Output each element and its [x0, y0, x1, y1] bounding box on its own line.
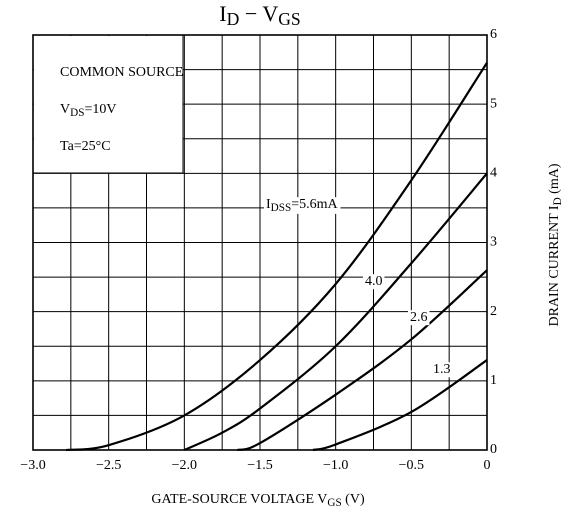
curve-label-part: 2.6 — [410, 310, 428, 325]
condition-text-part: DS — [70, 107, 84, 119]
curve-label-part: DSS — [271, 202, 292, 214]
y-tick-label: 2 — [490, 304, 497, 319]
condition-text: Ta=25°C — [60, 139, 111, 154]
condition-text-part: =10V — [84, 102, 116, 117]
y-axis-label: DRAIN CURRENT ID (mA) — [547, 163, 564, 326]
curve-label-bg — [408, 310, 430, 326]
condition-text: COMMON SOURCE — [60, 65, 183, 80]
x-axis-label-part: GS — [327, 497, 341, 509]
condition-text-part: V — [60, 102, 70, 117]
condition-text: VDS=10V — [60, 102, 116, 119]
y-tick-label: 1 — [490, 373, 497, 388]
curve-label-bg — [264, 197, 341, 214]
y-axis-label-part: DRAIN CURRENT I — [547, 205, 562, 326]
curve-label-bg — [363, 274, 385, 290]
x-tick-label: −0.5 — [399, 458, 424, 473]
x-axis-label-part: GATE-SOURCE VOLTAGE V — [151, 492, 327, 507]
curve-label-part: 4.0 — [365, 274, 383, 289]
x-tick-label: −1.0 — [323, 458, 348, 473]
chart-title-part: I — [219, 1, 226, 26]
curve — [236, 269, 488, 452]
x-tick-label: −3.0 — [20, 458, 45, 473]
chart-title-part: D — [227, 9, 240, 29]
y-axis-label-part: D — [552, 197, 564, 205]
curve-label: 2.6 — [410, 310, 428, 325]
y-axis-label-part: (mA) — [547, 163, 562, 197]
curve-label-bg — [431, 362, 453, 378]
y-tick-label: 4 — [490, 166, 497, 181]
curve — [66, 62, 488, 452]
curve-label: 1.3 — [433, 362, 451, 377]
x-tick-label: 0 — [484, 458, 491, 473]
x-tick-label: −1.5 — [247, 458, 272, 473]
x-tick-label: −2.0 — [172, 458, 197, 473]
x-axis-label-part: (V) — [342, 492, 365, 507]
x-tick-label: −2.5 — [96, 458, 121, 473]
y-tick-label: 6 — [490, 27, 497, 42]
condition-text-part: Ta=25°C — [60, 139, 111, 154]
curve-label-part: =5.6mA — [291, 197, 338, 212]
chart-title-part: GS — [278, 9, 301, 29]
curve-label: IDSS=5.6mA — [266, 197, 338, 214]
curve — [183, 172, 488, 452]
curve-label-part: 1.3 — [433, 362, 451, 377]
x-axis-label: GATE-SOURCE VOLTAGE VGS (V) — [151, 492, 365, 509]
condition-text-part: COMMON SOURCE — [60, 65, 183, 80]
curve-label-part: I — [266, 197, 271, 212]
y-tick-label: 0 — [490, 442, 497, 457]
conditions-box — [34, 36, 183, 173]
y-tick-label: 3 — [490, 235, 497, 250]
chart-title: ID − VGS — [219, 1, 300, 29]
plot-frame — [32, 34, 488, 451]
y-tick-label: 5 — [490, 96, 497, 111]
curve-label: 4.0 — [365, 274, 383, 289]
chart-title-part: − V — [239, 1, 278, 26]
curve — [312, 359, 488, 452]
